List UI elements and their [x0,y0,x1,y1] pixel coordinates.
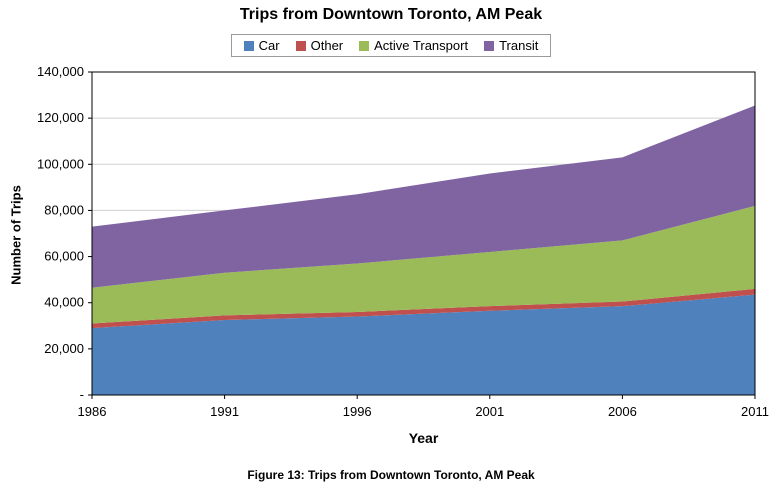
legend-swatch [359,40,370,51]
legend-label: Active Transport [374,38,469,53]
legend-item-car: Car [243,38,280,53]
chart-title: Trips from Downtown Toronto, AM Peak [239,6,543,23]
y-axis-title: Number of Trips [8,185,24,285]
svg-text:1991: 1991 [210,404,239,419]
svg-text:2006: 2006 [608,404,637,419]
legend-swatch [484,40,495,51]
legend-label: Transit [499,38,539,53]
svg-text:1986: 1986 [78,404,107,419]
svg-text:80,000: 80,000 [44,202,84,217]
legend-swatch [243,40,254,51]
legend-swatch [295,40,306,51]
legend-label: Car [258,38,280,53]
stacked-area-chart: - 20,000 40,000 60,000 80,000 100,000 120,000 1… [37,64,769,419]
figure-caption: Figure 13: Trips from Downtown Toronto, … [247,468,535,482]
svg-text:2001: 2001 [475,404,504,419]
legend-item-active-transport: Active Transport [359,38,468,53]
svg-text:20,000: 20,000 [44,341,84,356]
legend-item-transit: Transit [484,38,538,53]
svg-text:120,000: 120,000 [37,110,84,125]
legend-box: Car Other Active Transport Transit [230,34,552,57]
svg-text:60,000: 60,000 [44,249,84,264]
legend-label: Other [310,38,344,53]
legend-item-other: Other [295,38,344,53]
svg-text:140,000: 140,000 [37,64,84,79]
svg-text:1996: 1996 [343,404,372,419]
svg-text:100,000: 100,000 [37,156,84,171]
svg-text:40,000: 40,000 [44,295,84,310]
x-axis-title: Year [408,430,439,446]
svg-text:-: - [80,387,84,402]
svg-text:2011: 2011 [741,404,769,419]
legend: Car Other Active Transport Transit [0,34,782,57]
